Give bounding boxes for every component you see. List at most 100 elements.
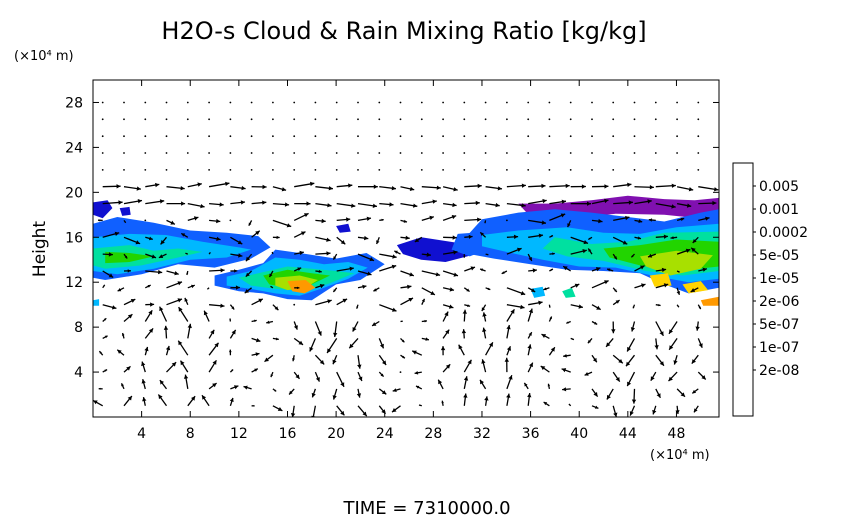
wind-vector [294,286,300,290]
wind-vector [250,135,253,138]
wind-vector [314,354,325,365]
wind-vector [587,236,593,241]
wind-vector [400,235,410,240]
wind-vector [309,338,316,352]
wind-vector [548,316,553,322]
wind-vector [357,253,375,262]
wind-vector [270,285,274,289]
wind-vector [186,118,189,121]
wind-vector [463,118,466,121]
wind-vector [272,152,274,154]
x-axis: 4 8 12 16 20 24 28 32 36 40 44 48 [137,80,685,442]
wind-vector [527,362,534,373]
wind-vector [506,183,526,188]
wind-vector [442,329,450,339]
wind-vector [654,101,657,104]
wind-vector [528,219,547,225]
wind-vector [288,388,295,395]
wind-vector [676,287,681,296]
wind-vector [655,303,661,307]
wind-vector [400,186,415,191]
wind-vector [294,250,304,256]
colorbar-label: 2e-06 [759,294,799,310]
wind-vector [569,152,572,154]
wind-vector [208,252,211,255]
wind-vector [654,169,657,171]
wind-vector [245,270,253,278]
wind-vector [158,253,167,259]
wind-vector [123,220,127,224]
wind-vector [443,235,457,240]
wind-vector [676,217,685,222]
colorbar-label: 0.005 [759,179,799,195]
wind-vector [166,186,185,191]
wind-vector [336,405,345,416]
wind-vector [101,169,104,171]
wind-vectors [93,101,719,417]
wind-vector [314,169,317,171]
wind-vector [251,368,259,373]
wind-vector [144,169,147,171]
cloud-region [105,251,154,264]
wind-vector [335,169,338,171]
wind-vector [314,152,317,154]
wind-vector [591,198,609,205]
wind-vector [165,345,171,356]
wind-vector [484,118,487,121]
wind-vector [695,321,700,331]
wind-vector [670,236,678,240]
wind-vector [394,250,401,255]
wind-vector [208,329,215,339]
wind-vector [270,371,274,378]
wind-vector [186,135,189,138]
wind-vector [209,218,221,224]
wind-vector [357,371,363,382]
wind-vector [591,304,602,311]
wind-vector [698,186,719,192]
wind-vector [248,220,253,227]
wind-vector [187,216,199,222]
wind-vector [504,357,509,373]
wind-vector [527,308,533,322]
wind-vector [569,101,572,104]
wind-vector [442,152,444,154]
wind-vector [633,118,636,121]
wind-vector [463,393,468,406]
plot-area [92,79,720,418]
wind-vector [612,169,615,171]
cloud-region [640,250,713,276]
wind-vector [463,169,466,171]
wind-vector [203,310,210,322]
wind-vector [399,169,402,171]
wind-vector [378,338,385,349]
wind-vector [268,270,274,278]
wind-vector [332,354,338,365]
wind-vector [612,354,624,364]
wind-vector [186,101,189,104]
cloud-region [530,286,546,298]
wind-vector [145,253,157,259]
wind-vector [208,101,211,104]
wind-vector [250,101,253,104]
wind-vector [123,313,133,322]
wind-vector [336,202,356,208]
wind-vector [166,270,179,276]
wind-vector [463,152,466,154]
wind-vector [251,337,261,343]
wind-vector [123,152,125,154]
wind-vector [540,365,550,373]
wind-vector [159,306,168,322]
wind-vector [229,118,232,121]
wind-vector [562,387,571,392]
wind-vector [293,267,302,272]
wind-vector [293,212,309,221]
wind-vector [442,304,454,309]
wind-vector [612,101,615,104]
wind-vector [123,298,136,306]
wind-vector [250,118,253,121]
wind-vector [464,234,473,239]
wind-vector [356,388,362,398]
y-tick-label: 16 [65,230,83,246]
wind-vector [506,324,511,339]
